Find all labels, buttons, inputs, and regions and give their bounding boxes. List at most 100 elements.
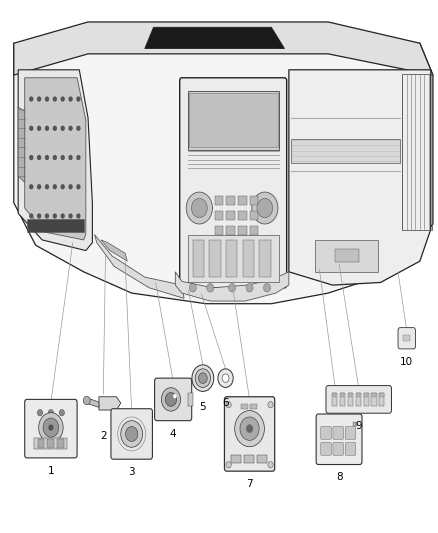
Polygon shape <box>289 70 431 285</box>
Circle shape <box>264 284 271 292</box>
Circle shape <box>45 213 49 219</box>
Bar <box>38 439 44 448</box>
Circle shape <box>68 155 73 160</box>
Polygon shape <box>175 272 289 301</box>
Bar <box>215 211 223 220</box>
Bar <box>364 393 368 397</box>
Bar <box>332 393 337 406</box>
Circle shape <box>29 96 33 102</box>
Bar <box>250 196 258 205</box>
Circle shape <box>246 284 253 292</box>
Circle shape <box>195 369 211 387</box>
Bar <box>34 438 67 449</box>
Bar <box>231 455 241 463</box>
Polygon shape <box>101 240 127 261</box>
Bar <box>349 393 352 397</box>
Circle shape <box>246 424 253 433</box>
Circle shape <box>268 401 273 408</box>
Circle shape <box>226 401 231 408</box>
Polygon shape <box>99 397 121 410</box>
FancyBboxPatch shape <box>180 78 287 288</box>
Bar <box>335 249 359 262</box>
Polygon shape <box>86 398 99 407</box>
Text: 5: 5 <box>200 402 206 412</box>
Polygon shape <box>145 27 285 49</box>
Circle shape <box>76 213 81 219</box>
FancyBboxPatch shape <box>345 442 356 455</box>
Circle shape <box>207 284 214 292</box>
Bar <box>226 240 237 277</box>
Bar <box>27 219 84 232</box>
FancyBboxPatch shape <box>321 442 331 455</box>
Bar <box>353 422 357 426</box>
Polygon shape <box>18 70 92 251</box>
Circle shape <box>53 155 57 160</box>
Circle shape <box>59 409 64 416</box>
Circle shape <box>43 418 59 437</box>
Circle shape <box>45 184 49 189</box>
Text: 10: 10 <box>400 357 413 367</box>
Bar <box>238 211 247 220</box>
Bar <box>209 240 221 277</box>
Polygon shape <box>14 43 433 304</box>
Circle shape <box>37 96 41 102</box>
Circle shape <box>37 126 41 131</box>
Bar <box>364 393 369 406</box>
FancyBboxPatch shape <box>345 426 356 439</box>
Bar <box>215 196 223 205</box>
Bar <box>372 393 376 397</box>
Circle shape <box>68 126 73 131</box>
Circle shape <box>268 462 273 468</box>
Circle shape <box>37 184 41 189</box>
FancyBboxPatch shape <box>333 442 343 455</box>
Circle shape <box>45 96 49 102</box>
Circle shape <box>186 192 212 224</box>
Circle shape <box>83 396 90 405</box>
Circle shape <box>192 365 214 391</box>
Circle shape <box>68 96 73 102</box>
Circle shape <box>48 424 53 431</box>
Bar <box>259 240 271 277</box>
Bar <box>193 240 204 277</box>
Bar <box>380 393 384 397</box>
Polygon shape <box>14 22 433 75</box>
Circle shape <box>53 126 57 131</box>
Circle shape <box>229 284 236 292</box>
Bar <box>187 91 279 150</box>
Circle shape <box>218 369 233 387</box>
Bar <box>187 393 193 406</box>
Bar <box>57 439 64 448</box>
Text: 1: 1 <box>48 466 54 476</box>
Bar <box>341 393 344 397</box>
Bar <box>215 225 223 235</box>
Bar <box>291 139 400 163</box>
Circle shape <box>53 213 57 219</box>
Circle shape <box>198 373 207 383</box>
Circle shape <box>222 374 229 382</box>
Circle shape <box>60 213 65 219</box>
Circle shape <box>173 394 177 398</box>
Text: 7: 7 <box>246 479 253 489</box>
FancyBboxPatch shape <box>333 426 343 439</box>
Circle shape <box>76 126 81 131</box>
Circle shape <box>39 413 63 442</box>
Circle shape <box>60 184 65 189</box>
Circle shape <box>161 387 180 411</box>
Bar <box>258 455 267 463</box>
Circle shape <box>240 417 259 440</box>
FancyBboxPatch shape <box>398 328 416 349</box>
Circle shape <box>76 96 81 102</box>
Bar <box>250 211 258 220</box>
Bar <box>333 393 336 397</box>
Circle shape <box>53 184 57 189</box>
FancyBboxPatch shape <box>326 385 392 413</box>
Bar <box>189 93 278 148</box>
FancyBboxPatch shape <box>316 414 362 465</box>
Text: 2: 2 <box>100 431 106 441</box>
FancyBboxPatch shape <box>224 397 275 471</box>
Polygon shape <box>25 78 86 240</box>
Circle shape <box>235 410 265 447</box>
Circle shape <box>60 155 65 160</box>
Circle shape <box>165 392 177 406</box>
Circle shape <box>121 421 143 447</box>
